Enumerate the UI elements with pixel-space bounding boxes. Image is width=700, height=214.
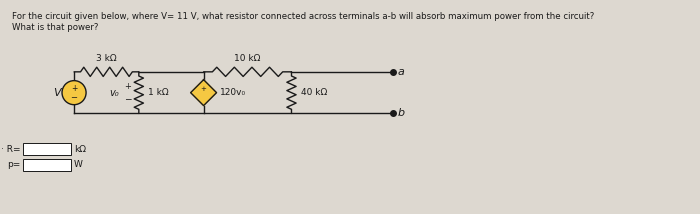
Text: What is that power?: What is that power? [12, 23, 99, 32]
Text: · R=: · R= [1, 145, 20, 154]
Text: a: a [398, 67, 405, 77]
Text: W: W [74, 160, 83, 169]
Text: For the circuit given below, where V= 11 V, what resistor connected across termi: For the circuit given below, where V= 11… [12, 12, 594, 21]
Text: v₀: v₀ [108, 88, 118, 98]
FancyBboxPatch shape [23, 143, 71, 155]
Text: −: − [71, 93, 78, 102]
Polygon shape [190, 80, 216, 106]
Circle shape [62, 81, 86, 105]
Text: −: − [124, 95, 132, 104]
Text: 40 kΩ: 40 kΩ [301, 88, 327, 97]
Text: p=: p= [7, 160, 20, 169]
Text: 120v₀: 120v₀ [220, 88, 246, 97]
Text: +: + [201, 86, 206, 92]
Text: 3 kΩ: 3 kΩ [96, 54, 117, 62]
Text: V: V [54, 88, 61, 98]
Text: 1 kΩ: 1 kΩ [148, 88, 169, 97]
FancyBboxPatch shape [23, 159, 71, 171]
Text: kΩ: kΩ [74, 145, 86, 154]
Text: +: + [71, 85, 77, 94]
Text: 10 kΩ: 10 kΩ [234, 54, 260, 62]
Text: +: + [125, 82, 131, 91]
Text: b: b [398, 108, 405, 119]
